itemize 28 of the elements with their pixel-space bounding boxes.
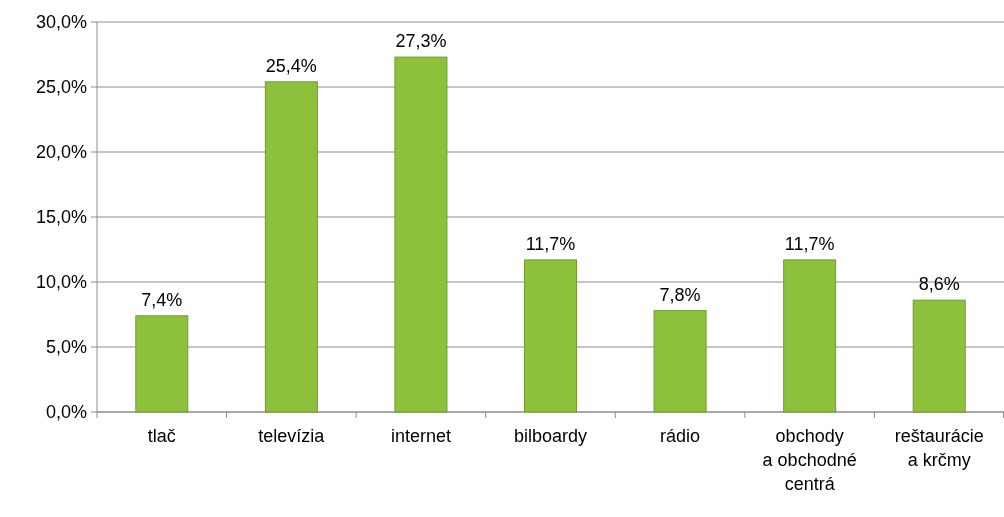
bar: [394, 56, 448, 413]
bar: [653, 310, 707, 413]
x-tick-label: reštaurácie a krčmy: [894, 426, 984, 470]
x-tick-label: obchody a obchodné centrá: [762, 426, 857, 494]
x-tick-label: bilboardy: [513, 426, 588, 446]
y-tick-label: 25,0%: [35, 77, 87, 98]
y-tick-label: 0,0%: [45, 402, 87, 423]
bar: [783, 259, 837, 413]
y-tick-label: 10,0%: [35, 272, 87, 293]
data-label: 11,7%: [784, 233, 835, 254]
x-tick-label: televízia: [258, 426, 326, 446]
y-tick-label: 30,0%: [35, 12, 87, 33]
data-label: 7,4%: [141, 289, 183, 310]
data-label: 8,6%: [918, 274, 960, 295]
bar: [264, 81, 318, 413]
bar: [524, 259, 577, 413]
x-tick-label: internet: [390, 426, 451, 446]
data-label: 27,3%: [395, 31, 447, 52]
x-tick-label: rádio: [660, 426, 701, 446]
data-label: 25,4%: [265, 55, 317, 76]
bar: [912, 299, 966, 413]
data-label: 11,7%: [525, 233, 576, 254]
y-tick-label: 5,0%: [45, 337, 87, 358]
data-label: 7,8%: [659, 284, 701, 305]
y-tick-label: 15,0%: [35, 207, 87, 228]
bar: [135, 315, 189, 413]
x-tick-label: tlač: [147, 426, 176, 446]
y-tick-label: 20,0%: [35, 142, 87, 163]
